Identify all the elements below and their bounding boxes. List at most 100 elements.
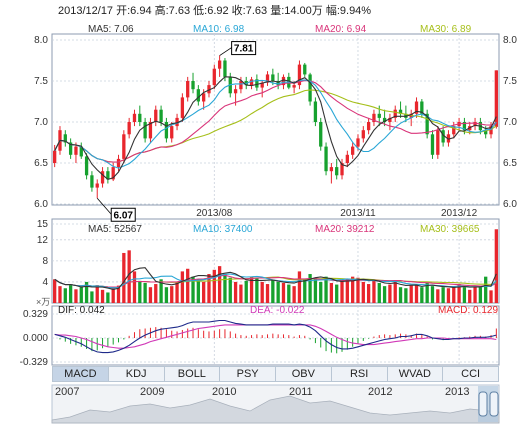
macd-dea-label: DEA: -0.022 xyxy=(250,305,305,316)
candle-body xyxy=(159,109,163,122)
volume-bar xyxy=(452,286,456,303)
volume-bar xyxy=(446,288,451,303)
volume-bar xyxy=(164,287,169,303)
low-annotation-box xyxy=(110,207,136,222)
volume-bar xyxy=(308,274,312,303)
volume-bar xyxy=(494,229,498,303)
volume-bar xyxy=(148,287,153,303)
volume-bar xyxy=(351,276,355,303)
volume-bar xyxy=(478,286,483,303)
volume-bar xyxy=(468,289,472,303)
volume-bar xyxy=(372,279,376,303)
volume-bar xyxy=(271,279,275,303)
tab-kdj[interactable]: KDJ xyxy=(109,367,165,381)
volume-bar xyxy=(409,285,413,303)
timeline-right-handle[interactable] xyxy=(489,391,499,417)
volume-bar xyxy=(297,271,302,303)
volume-bar xyxy=(404,288,408,303)
candle-body xyxy=(361,130,365,139)
volume-bar xyxy=(68,284,73,303)
price-y-tick-right: 6.5 xyxy=(503,158,517,169)
tab-wvad[interactable]: WVAD xyxy=(388,367,444,381)
volume-bar xyxy=(106,292,110,303)
volume-bar xyxy=(127,250,131,303)
volume-bar xyxy=(473,287,477,303)
timeline-years: 2007 2009 2010 2011 2012 2013 xyxy=(52,385,499,401)
volume-bar xyxy=(260,281,264,303)
volume-bar xyxy=(324,276,328,303)
macd-y-tick: -0.329 xyxy=(20,357,49,368)
price-ma20-label: MA20: 6.94 xyxy=(315,24,367,35)
candle-body xyxy=(191,81,195,90)
volume-bar xyxy=(170,286,174,303)
tab-obv[interactable]: OBV xyxy=(276,367,332,381)
price-ma10-label: MA10: 6.98 xyxy=(193,24,245,35)
volume-bar xyxy=(366,284,371,303)
candle-body xyxy=(303,64,307,75)
vol-ma10-label: MA10: 37400 xyxy=(193,224,253,235)
volume-bar xyxy=(255,277,259,303)
timeline-year: 2007 xyxy=(55,386,80,398)
candle-body xyxy=(393,109,397,118)
volume-bar xyxy=(239,284,243,303)
candle-body xyxy=(212,68,216,86)
candle-body xyxy=(382,117,387,122)
timeline-year: 2013 xyxy=(445,386,470,398)
candle-body xyxy=(170,126,174,139)
tab-cci[interactable]: CCI xyxy=(461,368,481,380)
volume-bar xyxy=(313,277,318,303)
candle-body xyxy=(106,171,110,180)
volume-bar xyxy=(329,282,334,303)
candle-body xyxy=(313,101,318,122)
tab-boll[interactable]: BOLL xyxy=(165,367,221,381)
volume-bar xyxy=(138,280,142,303)
high-annotation-box xyxy=(231,41,257,56)
price-y-tick-left: 7.5 xyxy=(34,76,48,87)
price-y-tick-left: 6.5 xyxy=(34,158,48,169)
candle-body xyxy=(377,113,381,118)
volume-bar xyxy=(196,279,200,303)
volume-bar xyxy=(340,280,344,303)
candle-body xyxy=(452,126,456,135)
candle-body xyxy=(116,158,121,168)
tab-macd[interactable]: MACD xyxy=(53,367,109,381)
volume-bar xyxy=(186,268,190,303)
tab-psy[interactable]: PSY xyxy=(220,367,276,381)
candle-body xyxy=(196,89,200,102)
volume-bar xyxy=(489,290,493,303)
candle-body xyxy=(340,163,344,176)
candle-body xyxy=(79,146,83,157)
volume-ma5-line xyxy=(54,267,497,290)
candle-body xyxy=(356,138,360,147)
candle-body xyxy=(388,117,392,122)
volume-bar xyxy=(377,282,381,303)
candle-body xyxy=(68,142,73,155)
tab-rsi[interactable]: RSI xyxy=(332,367,388,381)
volume-bar xyxy=(175,281,179,303)
candle-body xyxy=(398,109,403,114)
candle-body xyxy=(425,113,429,135)
candle-body xyxy=(292,85,296,88)
candle-body xyxy=(436,130,440,155)
price-ma30-label: MA30: 6.89 xyxy=(420,24,472,35)
volume-bar xyxy=(132,271,137,303)
volume-y-tick: 4 xyxy=(42,277,48,288)
volume-y-tick: 12 xyxy=(37,235,49,246)
candle-body xyxy=(430,134,435,155)
candle-body xyxy=(335,167,339,176)
volume-bar xyxy=(223,274,227,303)
volume-bar xyxy=(180,271,185,303)
timeline-left-handle[interactable] xyxy=(478,391,488,417)
candle-body xyxy=(63,134,67,143)
candle-body xyxy=(122,134,126,159)
volume-bar xyxy=(154,284,158,303)
volume-bar xyxy=(90,291,94,303)
price-ma5-label: MA5: 7.06 xyxy=(88,24,134,35)
volume-bar xyxy=(388,284,392,303)
macd-dif-label: DIF: 0.042 xyxy=(58,305,105,316)
volume-bar xyxy=(58,286,62,303)
candle-body xyxy=(100,171,105,184)
candle-body xyxy=(489,126,493,135)
candle-body xyxy=(175,117,179,127)
volume-bar xyxy=(244,280,248,303)
